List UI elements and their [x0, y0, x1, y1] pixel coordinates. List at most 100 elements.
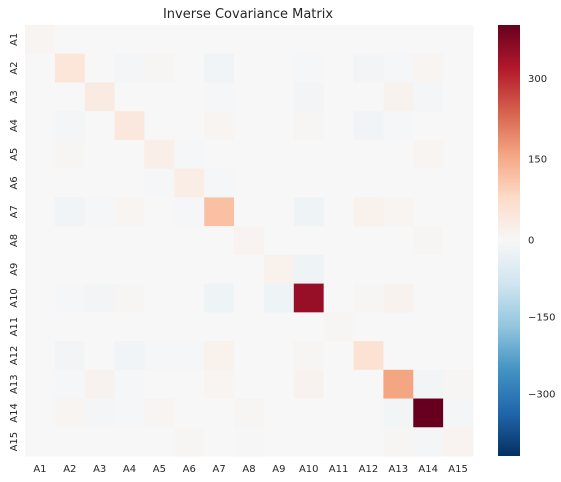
heatmap-cell-A3-A9: [263, 82, 295, 112]
heatmap-cell-A3-A10: [293, 82, 325, 112]
heatmap-cell-A13-A8: [234, 369, 265, 400]
heatmap-cell-A6-A1: [25, 168, 56, 198]
heatmap-cell-A4-A11: [323, 111, 355, 141]
y-tick-label: A8: [9, 234, 20, 247]
heatmap-cell-A5-A8: [234, 139, 265, 170]
heatmap-cell-A1-A14: [413, 25, 444, 55]
heatmap-cell-A4-A4: [114, 111, 145, 141]
heatmap-cell-A11-A2: [54, 312, 86, 342]
heatmap-cell-A15-A10: [293, 427, 325, 457]
heatmap-cell-A2-A15: [443, 53, 474, 83]
heatmap-cell-A4-A15: [443, 111, 474, 141]
y-tick-label: A14: [9, 403, 20, 423]
x-axis-tick-labels: A1 A2 A3 A4 A5 A6 A7 A8 A9 A10 A11 A12 A13 A14 A15: [33, 464, 468, 475]
heatmap-cell-A9-A5: [144, 254, 175, 285]
heatmap-cell-A6-A14: [413, 168, 444, 198]
heatmap-cell-A8-A10: [293, 226, 325, 256]
heatmap-cell-A10-A5: [144, 283, 175, 313]
heatmap-cell-A7-A3: [84, 197, 116, 227]
heatmap-cell-A14-A15: [443, 398, 474, 428]
heatmap-cell-A6-A4: [114, 168, 145, 198]
heatmap-cell-A14-A10: [293, 398, 325, 428]
y-axis-tick-labels: A1 A2 A3 A4 A5 A6 A7 A8 A9 A10 A11 A12 A13 A14 A15: [9, 33, 20, 452]
y-tick-label: A4: [9, 119, 20, 132]
heatmap-cell-A3-A6: [174, 82, 205, 112]
heatmap-cell-A9-A11: [323, 254, 355, 285]
heatmap-cell-A8-A2: [54, 226, 86, 256]
heatmap-cell-A2-A2: [54, 53, 86, 83]
heatmap-cell-A14-A3: [84, 398, 116, 428]
heatmap-cell-A3-A12: [353, 82, 384, 112]
heatmap-cell-A12-A12: [353, 341, 384, 371]
heatmap-cell-A12-A6: [174, 341, 205, 371]
heatmap-cell-A4-A10: [293, 111, 325, 141]
heatmap-cell-A14-A14: [413, 398, 444, 428]
heatmap-cell-A13-A11: [323, 369, 355, 400]
heatmap-cell-A15-A12: [353, 427, 384, 457]
heatmap-cells: [25, 25, 474, 457]
heatmap-cell-A4-A14: [413, 111, 444, 141]
heatmap-cell-A7-A8: [234, 197, 265, 227]
heatmap-cell-A13-A4: [114, 369, 145, 400]
heatmap-cell-A12-A5: [144, 341, 175, 371]
colorbar-tick-label: −300: [528, 389, 555, 400]
heatmap-cell-A11-A11: [323, 312, 355, 342]
heatmap-cell-A1-A10: [293, 25, 325, 55]
heatmap-cell-A6-A3: [84, 168, 116, 198]
heatmap-cell-A7-A15: [443, 197, 474, 227]
x-tick-label: A7: [213, 464, 226, 475]
heatmap-cell-A10-A2: [54, 283, 86, 313]
heatmap-cell-A7-A5: [144, 197, 175, 227]
heatmap-cell-A5-A7: [204, 139, 235, 170]
heatmap-cell-A3-A2: [54, 82, 86, 112]
heatmap-cell-A7-A7: [204, 197, 235, 227]
heatmap-cell-A3-A8: [234, 82, 265, 112]
heatmap-cell-A9-A12: [353, 254, 384, 285]
heatmap-cell-A5-A14: [413, 139, 444, 170]
heatmap-cell-A6-A5: [144, 168, 175, 198]
heatmap-cell-A15-A11: [323, 427, 355, 457]
heatmap-cell-A13-A13: [383, 369, 414, 400]
heatmap-cell-A7-A10: [293, 197, 325, 227]
heatmap-cell-A8-A1: [25, 226, 56, 256]
heatmap-cell-A2-A8: [234, 53, 265, 83]
heatmap-cell-A5-A9: [263, 139, 295, 170]
heatmap-cell-A11-A5: [144, 312, 175, 342]
heatmap-cell-A1-A6: [174, 25, 205, 55]
heatmap-cell-A13-A3: [84, 369, 116, 400]
heatmap-cell-A4-A7: [204, 111, 235, 141]
heatmap-cell-A8-A12: [353, 226, 384, 256]
x-tick-label: A12: [359, 464, 379, 475]
x-tick-label: A2: [63, 464, 76, 475]
heatmap-cell-A1-A8: [234, 25, 265, 55]
colorbar-tick-label: 150: [528, 155, 547, 166]
heatmap-cell-A15-A7: [204, 427, 235, 457]
heatmap-cell-A11-A15: [443, 312, 474, 342]
y-tick-label: A11: [9, 317, 20, 337]
heatmap-cell-A15-A6: [174, 427, 205, 457]
heatmap-cell-A5-A12: [353, 139, 384, 170]
x-tick-label: A1: [33, 464, 46, 475]
colorbar-tick-label: 0: [528, 236, 534, 247]
colorbar-tick-label: −150: [528, 312, 555, 323]
heatmap-cell-A7-A1: [25, 197, 56, 227]
heatmap-cell-A2-A14: [413, 53, 444, 83]
heatmap-cell-A3-A4: [114, 82, 145, 112]
heatmap-cell-A9-A2: [54, 254, 86, 285]
chart-title: Inverse Covariance Matrix: [163, 7, 333, 22]
heatmap-cell-A15-A3: [84, 427, 116, 457]
heatmap-cell-A4-A5: [144, 111, 175, 141]
x-tick-label: A11: [329, 464, 349, 475]
heatmap-cell-A13-A10: [293, 369, 325, 400]
heatmap-cell-A14-A11: [323, 398, 355, 428]
y-tick-label: A5: [9, 148, 20, 161]
heatmap-cell-A15-A5: [144, 427, 175, 457]
heatmap-cell-A2-A12: [353, 53, 384, 83]
heatmap-cell-A11-A6: [174, 312, 205, 342]
heatmap-cell-A7-A6: [174, 197, 205, 227]
heatmap-cell-A5-A13: [383, 139, 414, 170]
heatmap-cell-A8-A9: [263, 226, 295, 256]
heatmap-cell-A14-A9: [263, 398, 295, 428]
heatmap-cell-A12-A7: [204, 341, 235, 371]
